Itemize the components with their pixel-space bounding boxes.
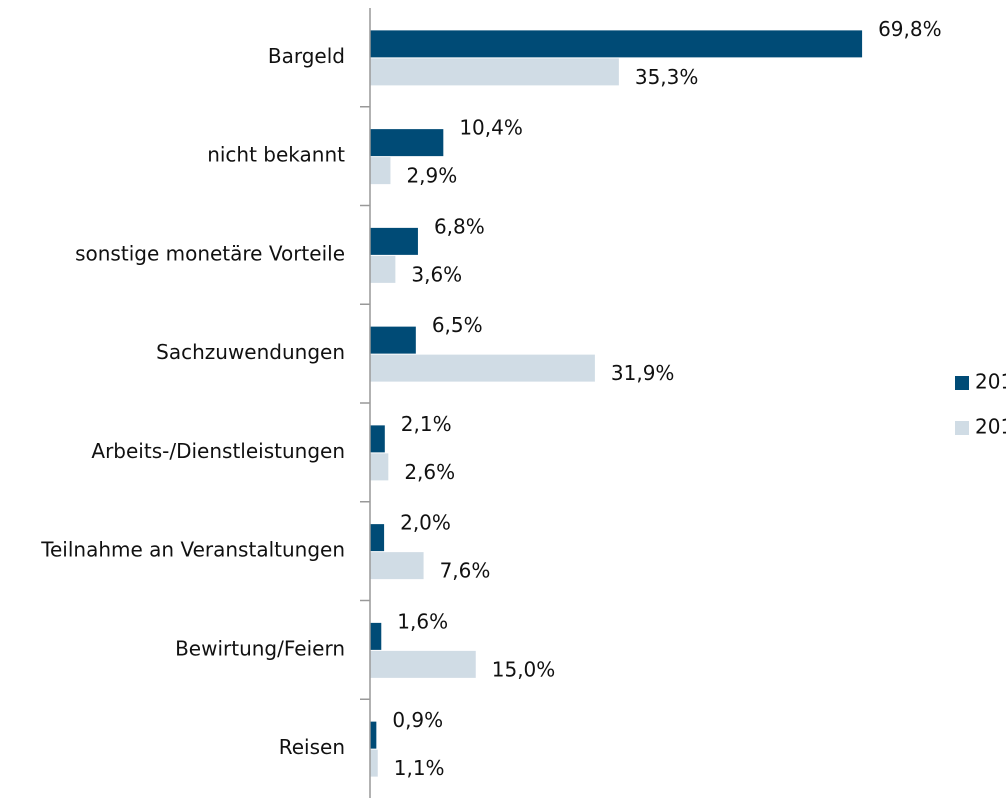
value-label: 2,0%	[400, 511, 451, 535]
category-label: Reisen	[279, 735, 345, 759]
value-label: 7,6%	[440, 559, 491, 583]
value-label: 1,6%	[397, 609, 448, 633]
bar	[370, 354, 595, 382]
bar	[370, 749, 378, 777]
value-label: 2,6%	[404, 460, 455, 484]
legend-swatch	[955, 421, 969, 435]
value-label: 69,8%	[878, 17, 942, 41]
category-label: Bargeld	[268, 44, 345, 68]
value-label: 2,9%	[406, 164, 457, 188]
bar	[370, 622, 382, 650]
bar	[370, 255, 396, 283]
value-label: 2,1%	[401, 412, 452, 436]
bar	[370, 524, 385, 552]
category-label: Teilnahme an Veranstaltungen	[40, 538, 345, 562]
legend-swatch	[955, 376, 969, 390]
category-label: Sachzuwendungen	[156, 340, 345, 364]
value-label: 6,8%	[434, 214, 485, 238]
value-label: 6,5%	[432, 313, 483, 337]
bar	[370, 227, 418, 255]
category-label: Bewirtung/Feiern	[175, 636, 345, 660]
value-label: 3,6%	[411, 262, 462, 286]
bar	[370, 425, 385, 453]
value-label: 10,4%	[459, 116, 523, 140]
bar	[370, 129, 444, 157]
bar	[370, 721, 377, 749]
category-label: Arbeits-/Dienstleistungen	[91, 439, 345, 463]
value-label: 0,9%	[392, 708, 443, 732]
value-label: 31,9%	[611, 361, 675, 385]
bar	[370, 453, 389, 481]
bar	[370, 30, 863, 58]
category-label: nicht bekannt	[207, 143, 345, 167]
legend-label: 2016	[975, 415, 1006, 439]
value-label: 35,3%	[635, 65, 699, 89]
bar	[370, 326, 416, 354]
bar	[370, 58, 619, 86]
bar	[370, 157, 391, 185]
value-label: 1,1%	[394, 756, 445, 780]
value-label: 15,0%	[492, 657, 556, 681]
bar	[370, 552, 424, 580]
bar	[370, 650, 476, 678]
legend-label: 2017	[975, 370, 1006, 394]
category-label: sonstige monetäre Vorteile	[75, 241, 345, 265]
